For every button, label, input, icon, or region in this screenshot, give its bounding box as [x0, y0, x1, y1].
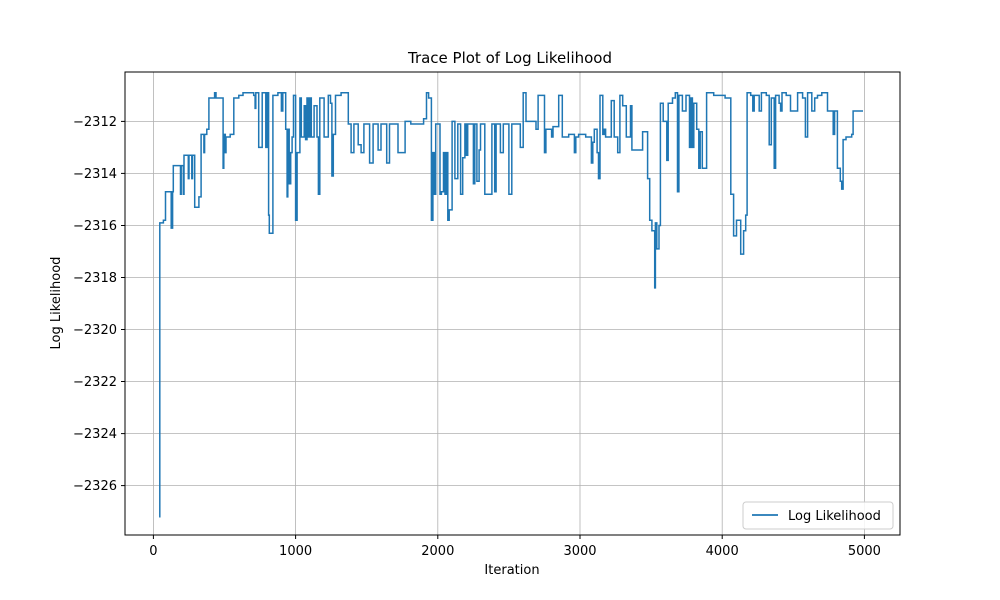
x-tick-label: 2000: [421, 544, 454, 559]
series-layer: [159, 92, 863, 518]
x-tick-label: 1000: [279, 544, 312, 559]
y-tick-label: −2316: [73, 219, 117, 234]
legend: Log Likelihood: [742, 501, 894, 530]
y-tick-label: −2324: [73, 427, 117, 442]
x-axis-ticks: 0 1000 2000 3000 4000 5000: [149, 535, 881, 559]
x-tick-label: 0: [149, 544, 157, 559]
legend-entry-log-likelihood: Log Likelihood: [788, 509, 881, 524]
grid-lines: [125, 72, 900, 535]
plot-area-frame: [124, 71, 901, 536]
x-tick-label: 4000: [706, 544, 739, 559]
y-axis-label: Log Likelihood: [49, 257, 64, 350]
y-tick-label: −2312: [73, 115, 117, 130]
y-tick-label: −2318: [73, 271, 117, 286]
y-tick-label: −2314: [73, 167, 117, 182]
y-tick-label: −2320: [73, 323, 117, 338]
y-axis-ticks: −2326 −2324 −2322 −2320 −2318 −2316 −2314 −2312: [73, 115, 125, 494]
y-tick-label: −2326: [73, 479, 117, 494]
legend-box: [742, 501, 894, 530]
y-tick-label: −2322: [73, 375, 117, 390]
chart-title: Trace Plot of Log Likelihood: [407, 49, 612, 67]
x-axis-label: Iteration: [484, 563, 539, 578]
series-line-log-likelihood: [159, 92, 863, 518]
x-tick-label: 3000: [563, 544, 596, 559]
x-tick-label: 5000: [848, 544, 881, 559]
